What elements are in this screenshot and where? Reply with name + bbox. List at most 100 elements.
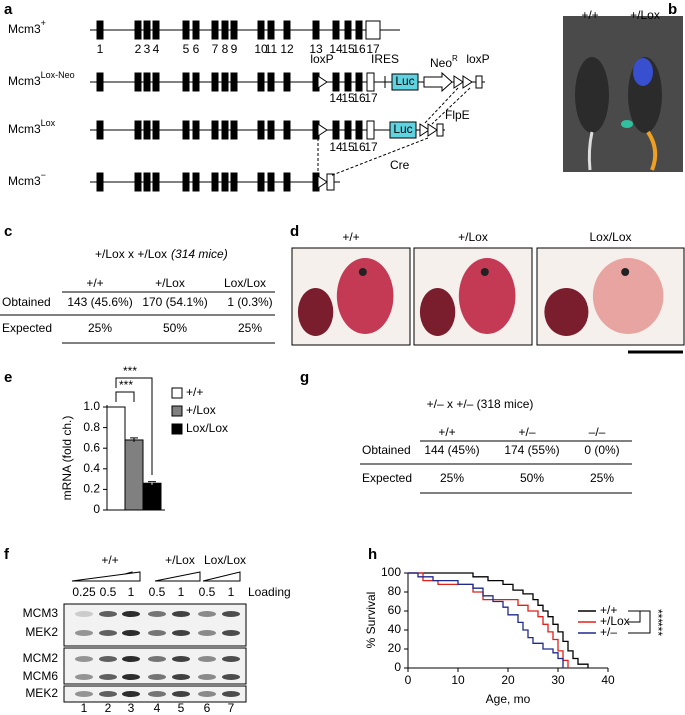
exon [192,20,200,40]
label: +/Lox [630,8,660,22]
x-tick-label: 40 [601,673,615,687]
exon [143,120,151,140]
exon [436,123,444,137]
title: +/Lox x +/Lox [95,247,167,261]
legend-label: +/– [600,625,617,639]
exon-number: 7 [212,42,219,56]
x-tick-label: 30 [551,673,565,687]
exon [366,120,375,140]
loading-label: 1 [128,585,135,599]
exon [326,173,335,191]
exon [267,120,275,140]
table-header: Lox/Lox [224,276,266,290]
allele-base: Mcm3 [8,22,41,36]
exon [192,120,200,140]
exon [267,20,275,40]
allele-name: Mcm3Lox [8,118,56,136]
survival-curve [408,572,569,668]
band [148,691,166,697]
exon-number: 13 [309,42,323,56]
loxp-site [427,123,438,137]
band [198,691,216,697]
group-label: +/+ [101,553,118,567]
table-title: +/– x +/– (318 mice) [427,397,534,411]
table-header: +/– [518,425,535,439]
bar [106,406,126,511]
mouse [575,57,609,133]
exon-number: 14 [329,42,343,56]
exon-number: 11 [265,42,278,56]
allele-base: Mcm3 [8,74,41,88]
band [198,630,216,636]
exon [257,72,265,92]
band [148,674,166,680]
signal [633,58,653,86]
y-tick-label: 0 [93,502,100,516]
exon [230,120,238,140]
exon-number: 16 [352,140,366,154]
bar [124,439,144,511]
y-tick-label: 0.8 [83,420,100,434]
significance: *** [123,364,137,378]
exon [332,120,340,140]
band [75,656,93,662]
table-title: +/Lox x +/Lox (314 mice) [95,247,228,261]
label: IRES [371,52,399,66]
exon [230,72,238,92]
band [222,674,240,680]
exon-number: 15 [341,91,355,105]
band [198,674,216,680]
band [75,691,93,697]
exon-number: 17 [364,91,378,105]
panel-label: a [4,1,13,18]
table-header: +/Lox [155,276,185,290]
eye [621,268,630,276]
exon [221,72,229,92]
label: Luc [395,74,414,88]
x-tick-label: 10 [451,673,465,687]
survival-curve [408,572,589,668]
exon [152,172,160,192]
table-cell: 143 (45.6%) [67,295,132,309]
exon [211,20,219,40]
exon [96,72,104,92]
x-tick-label: 0 [405,673,412,687]
table-cell: 174 (55%) [504,443,559,457]
exon [257,172,265,192]
group-label: +/Lox [165,553,195,567]
exon [267,172,275,192]
tail [646,130,658,171]
exon [143,172,151,192]
exon [221,120,229,140]
band [122,611,140,617]
genotype-label: Lox/Lox [589,230,631,244]
exon [192,172,200,192]
embryo [592,258,664,334]
exon-number: 16 [352,91,366,105]
table-cell: 25% [238,321,262,335]
exon [152,120,160,140]
table-cell: 1 (0.3%) [227,295,272,309]
allele-name: Mcm3+ [8,18,46,36]
legend-swatch [171,423,183,435]
loading-wedge [71,571,141,582]
loading-label: 0.5 [199,585,216,599]
embryo [336,258,394,334]
survival-curve [408,572,564,668]
exon-number: 15 [341,42,355,56]
exon [211,72,219,92]
exon [182,72,190,92]
y-tick-label: 80 [388,584,402,598]
blot [63,603,247,647]
exon-number: 5 [183,42,190,56]
table-cell: 25% [440,471,464,485]
protein-label: MCM2 [23,651,59,665]
label: Neo [430,56,452,70]
loxp-site [419,123,430,137]
table-header: –/– [589,425,606,439]
significance-bracket [115,377,153,475]
band [122,630,140,636]
exon [344,72,352,92]
band [99,691,117,697]
exon-number: 1 [97,42,104,56]
